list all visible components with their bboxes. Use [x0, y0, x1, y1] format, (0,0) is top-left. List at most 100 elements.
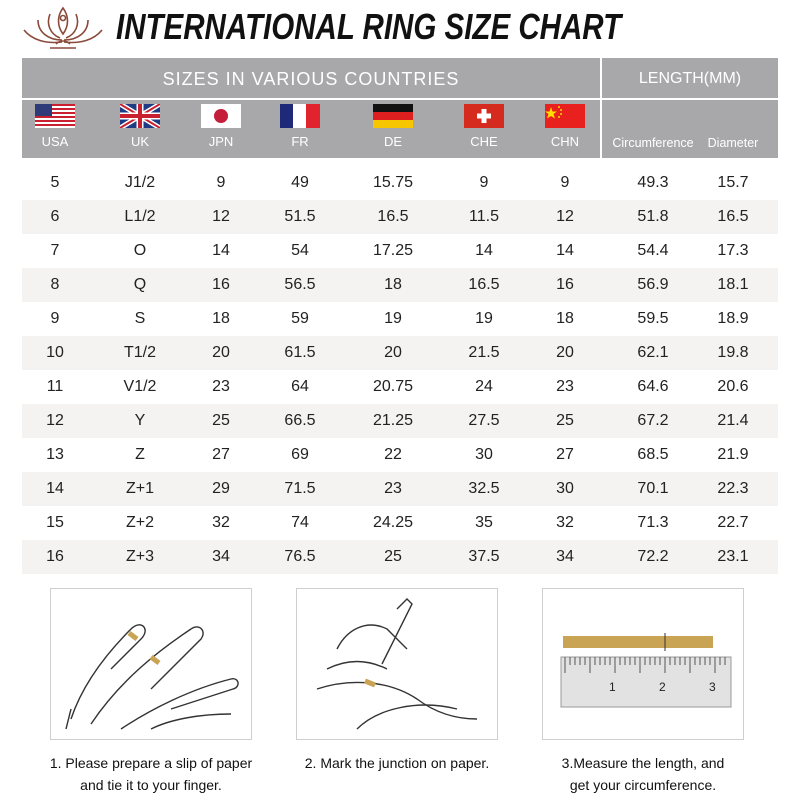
step-2-caption: 2. Mark the junction on paper. [272, 752, 522, 774]
table-cell: 20 [556, 344, 574, 361]
column-label: CHN [550, 134, 580, 149]
table-cell: 20 [384, 344, 402, 361]
table-cell: 71.3 [637, 514, 669, 531]
table-cell: Q [133, 276, 147, 293]
table-cell: 5 [50, 174, 60, 191]
caption-line: and tie it to your finger. [80, 777, 222, 793]
table-cell: 54.4 [637, 242, 669, 259]
table-cell: 23 [212, 378, 230, 395]
table-cell: 64 [291, 378, 309, 395]
table-row: 8 Q 16 56.5 18 16.5 16 56.9 18.1 [22, 268, 778, 302]
table-cell: 19 [475, 310, 493, 327]
table-cell: 51.8 [637, 208, 669, 225]
table-cell: 12 [46, 412, 64, 429]
column-label: FR [291, 134, 309, 149]
table-cell: 64.6 [637, 378, 669, 395]
column-label: CHE [470, 134, 498, 149]
table-cell: 25 [556, 412, 574, 429]
table-cell: S [134, 310, 146, 327]
table-cell: 27 [212, 446, 230, 463]
table-cell: 24.25 [372, 514, 414, 531]
table-cell: 54 [291, 242, 309, 259]
table-cell: 68.5 [637, 446, 669, 463]
hand-with-paper-icon [65, 624, 239, 730]
table-cell: 56.5 [284, 276, 316, 293]
table-cell: 70.1 [637, 480, 669, 497]
table-cell: 21.4 [717, 412, 749, 429]
table-cell: 51.5 [284, 208, 316, 225]
table-cell: 25 [384, 548, 402, 565]
table-cell: 17.3 [717, 242, 749, 259]
france-flag-icon [280, 104, 320, 128]
table-cell: 18.1 [717, 276, 749, 293]
ruler-number: 3 [709, 680, 716, 694]
step-3-caption: 3.Measure the length, and get your circum… [518, 752, 768, 796]
table-cell: 19 [384, 310, 402, 327]
table-cell: 29 [212, 480, 230, 497]
table-row: 10 T1/2 20 61.5 20 21.5 20 62.1 19.8 [22, 336, 778, 370]
table-cell: 27.5 [468, 412, 500, 429]
table-cell: 35 [475, 514, 493, 531]
lotus-yoga-logo [23, 6, 103, 49]
table-cell: 56.9 [637, 276, 669, 293]
table-cell: 76.5 [284, 548, 316, 565]
column-diameter: Diameter [707, 136, 759, 150]
table-cell: L1/2 [124, 208, 156, 225]
column-uk: UK [100, 104, 180, 149]
table-row: 6 L1/2 12 51.5 16.5 11.5 12 51.8 16.5 [22, 200, 778, 234]
table-cell: 12 [556, 208, 574, 225]
table-cell: 49.3 [637, 174, 669, 191]
table-cell: 15 [46, 514, 64, 531]
table-cell: 22 [384, 446, 402, 463]
column-che: CHE [444, 104, 524, 149]
table-cell: 14 [556, 242, 574, 259]
table-cell: 16.5 [377, 208, 409, 225]
table-cell: 23 [556, 378, 574, 395]
page-title: INTERNATIONAL RING SIZE CHART [116, 6, 622, 47]
table-cell: 15.7 [717, 174, 749, 191]
switzerland-flag-icon [464, 104, 504, 128]
table-cell: 72.2 [637, 548, 669, 565]
table-cell: Z+3 [125, 548, 154, 565]
table-row: 5 J1/2 9 49 15.75 9 9 49.3 15.7 [22, 166, 778, 200]
ruler-measure-icon: 1 2 3 [560, 633, 732, 708]
table-cell: Z+1 [125, 480, 154, 497]
us-flag-icon [35, 104, 75, 128]
group-header-length: LENGTH(MM) [638, 70, 742, 87]
table-cell: 16 [46, 548, 64, 565]
column-label: USA [41, 134, 69, 149]
table-cell: 15.75 [372, 174, 414, 191]
table-cell: 21.9 [717, 446, 749, 463]
table-cell: 9 [216, 174, 226, 191]
table-cell: O [133, 242, 147, 259]
divider [600, 58, 602, 158]
table-cell: 69 [291, 446, 309, 463]
table-cell: 13 [46, 446, 64, 463]
column-label: UK [130, 134, 150, 149]
table-row: 14 Z+1 29 71.5 23 32.5 30 70.1 22.3 [22, 472, 778, 506]
table-cell: 32.5 [468, 480, 500, 497]
table-cell: 34 [212, 548, 230, 565]
table-cell: 12 [212, 208, 230, 225]
table-cell: 23.1 [717, 548, 749, 565]
caption-line: 1. Please prepare a slip of paper [49, 755, 253, 771]
column-usa: USA [15, 104, 95, 149]
table-cell: 14 [212, 242, 230, 259]
table-cell: 37.5 [468, 548, 500, 565]
table-cell: 23 [384, 480, 402, 497]
table-cell: 21.25 [372, 412, 414, 429]
table-cell: 62.1 [637, 344, 669, 361]
table-row: 9 S 18 59 19 19 18 59.5 18.9 [22, 302, 778, 336]
table-cell: 59.5 [637, 310, 669, 327]
table-cell: 32 [556, 514, 574, 531]
table-cell: 18.9 [717, 310, 749, 327]
table-cell: 20.75 [372, 378, 414, 395]
table-cell: 9 [560, 174, 570, 191]
table-cell: 19.8 [717, 344, 749, 361]
column-jpn: JPN [181, 104, 261, 149]
step-1-caption: 1. Please prepare a slip of paper and tie… [26, 752, 276, 796]
column-label: DE [383, 134, 403, 149]
caption-line: 3.Measure the length, and [561, 755, 725, 771]
table-cell: 20 [212, 344, 230, 361]
table-cell: 10 [46, 344, 64, 361]
